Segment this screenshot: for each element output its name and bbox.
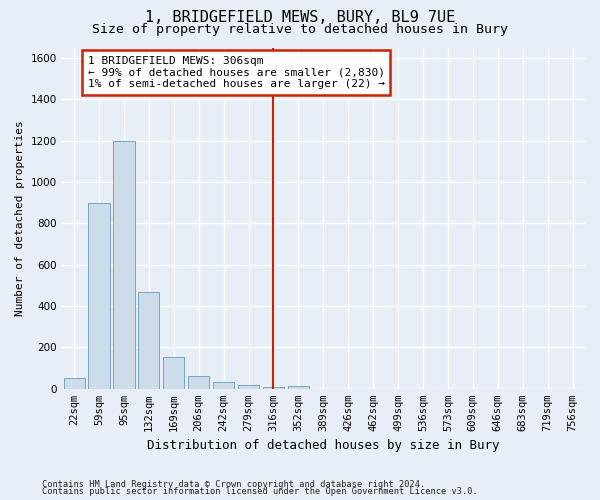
Bar	[263, 386, 284, 389]
Bar	[64, 378, 85, 389]
Y-axis label: Number of detached properties: Number of detached properties	[15, 120, 25, 316]
Bar	[188, 376, 209, 389]
Text: Contains public sector information licensed under the Open Government Licence v3: Contains public sector information licen…	[42, 488, 478, 496]
Bar	[113, 140, 134, 389]
Bar	[138, 292, 160, 389]
Bar	[238, 384, 259, 389]
Bar	[88, 202, 110, 389]
Text: Size of property relative to detached houses in Bury: Size of property relative to detached ho…	[92, 22, 508, 36]
Text: 1, BRIDGEFIELD MEWS, BURY, BL9 7UE: 1, BRIDGEFIELD MEWS, BURY, BL9 7UE	[145, 10, 455, 25]
Text: Contains HM Land Registry data © Crown copyright and database right 2024.: Contains HM Land Registry data © Crown c…	[42, 480, 425, 489]
X-axis label: Distribution of detached houses by size in Bury: Distribution of detached houses by size …	[147, 440, 500, 452]
Bar	[213, 382, 234, 389]
Text: 1 BRIDGEFIELD MEWS: 306sqm
← 99% of detached houses are smaller (2,830)
1% of se: 1 BRIDGEFIELD MEWS: 306sqm ← 99% of deta…	[88, 56, 385, 89]
Bar	[288, 386, 309, 389]
Bar	[163, 356, 184, 389]
